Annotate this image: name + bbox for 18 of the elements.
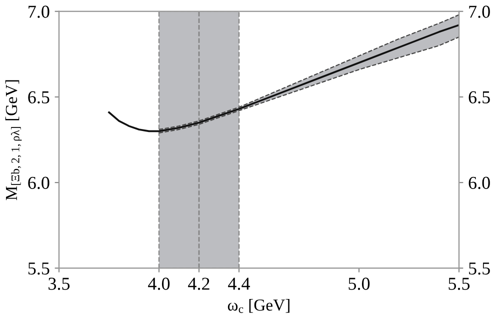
x-tick-label: 5.5 (448, 278, 470, 290)
x-tick-label: 5.0 (348, 278, 370, 290)
y-tick-label: 6.5 (28, 91, 50, 104)
y-axis-title: M$_{[Ξb,2,1,ρλ]}$ [GeV] (5, 80, 22, 200)
x-tick-label: 3.5 (48, 278, 70, 290)
line-series (158, 36, 459, 134)
y2-tick-label: 5.5 (469, 262, 490, 275)
y-tick-label: 6.0 (28, 176, 50, 190)
x-tick-label: 4.2 (188, 278, 210, 290)
y2-tick-label: 6.0 (468, 176, 490, 190)
y-tick-label: 5.5 (28, 262, 50, 275)
line-series (108, 24, 459, 132)
x-tick-label: 4.4 (228, 278, 250, 290)
y-tick-label: 7.0 (28, 6, 50, 18)
y2-tick-label: 6.5 (468, 91, 490, 104)
x-tick-label: 4.0 (148, 278, 170, 290)
y2-tick-label: 7.0 (469, 6, 490, 18)
x-axis-title: ω$_{c}$ [GeV] (228, 298, 290, 313)
